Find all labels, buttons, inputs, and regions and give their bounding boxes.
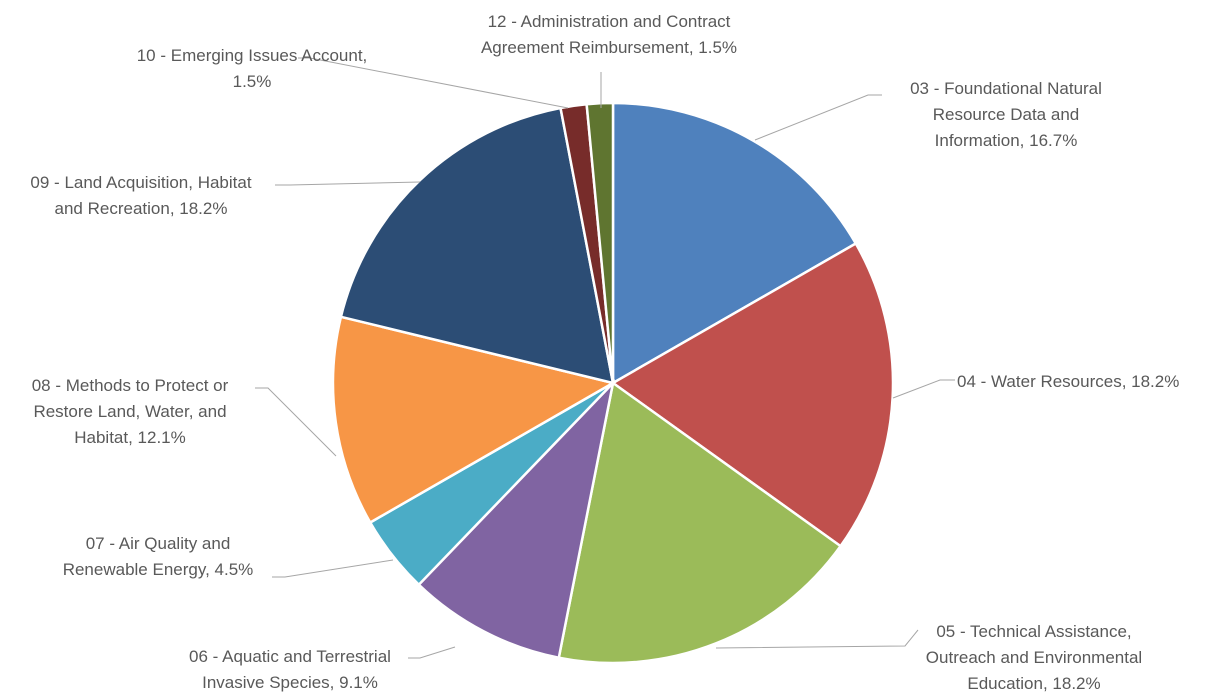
data-label-line: 09 - Land Acquisition, Habitat — [30, 173, 251, 192]
data-label: 03 - Foundational Natural Resource Data a… — [910, 79, 1102, 150]
data-label-line: Information, 16.7% — [935, 131, 1078, 150]
pie-slice — [417, 379, 616, 660]
data-label: 05 - Technical Assistance, Outreach and E… — [926, 622, 1142, 693]
leader-line — [754, 94, 882, 141]
data-label: 10 - Emerging Issues Account, 1.5% — [137, 46, 368, 91]
data-label-line: 06 - Aquatic and Terrestrial — [189, 647, 391, 666]
data-label-line: 05 - Technical Assistance, — [936, 622, 1131, 641]
data-label-line: Outreach and Environmental — [926, 648, 1142, 667]
data-label: 08 - Methods to Protect or Restore Land, … — [32, 376, 229, 447]
leader-line — [715, 629, 919, 649]
data-label-line: Agreement Reimbursement, 1.5% — [481, 38, 737, 57]
data-label-line: Resource Data and — [933, 105, 1079, 124]
leader-line — [272, 559, 394, 578]
data-labels: 03 - Foundational Natural Resource Data a… — [30, 12, 1179, 693]
data-label-line: 04 - Water Resources, 18.2% — [957, 372, 1179, 391]
data-label-line: 08 - Methods to Protect or — [32, 376, 229, 395]
data-label-line: Education, 18.2% — [967, 674, 1100, 693]
leader-line — [892, 379, 955, 399]
data-label: 09 - Land Acquisition, Habitat and Recrea… — [30, 173, 251, 218]
pie-slice — [585, 101, 615, 384]
leader-line — [298, 57, 569, 109]
pie-slice — [557, 380, 843, 665]
data-label: 06 - Aquatic and Terrestrial Invasive Spe… — [189, 647, 391, 692]
pie-slice — [331, 315, 617, 525]
data-label-line: Invasive Species, 9.1% — [202, 673, 378, 692]
data-label: 12 - Administration and Contract Agreemen… — [481, 12, 737, 57]
data-label: 07 - Air Quality and Renewable Energy, 4.… — [63, 534, 254, 579]
data-label-line: 10 - Emerging Issues Account, — [137, 46, 368, 65]
leader-line — [408, 646, 456, 659]
leader-line — [275, 181, 421, 186]
data-label-line: and Recreation, 18.2% — [55, 199, 228, 218]
pie-slice — [610, 241, 895, 548]
data-label-line: Habitat, 12.1% — [74, 428, 186, 447]
leader-lines — [255, 57, 955, 659]
pie-slices — [331, 101, 895, 665]
pie-slice — [611, 101, 858, 386]
data-label: 04 - Water Resources, 18.2% — [957, 372, 1179, 391]
data-label-line: 1.5% — [233, 72, 272, 91]
data-label-line: Renewable Energy, 4.5% — [63, 560, 254, 579]
pie-slice — [339, 106, 615, 385]
data-label-line: Restore Land, Water, and — [33, 402, 226, 421]
leader-line — [255, 387, 337, 457]
data-label-line: 12 - Administration and Contract — [488, 12, 731, 31]
data-label-line: 07 - Air Quality and — [86, 534, 231, 553]
data-label-line: 03 - Foundational Natural — [910, 79, 1102, 98]
